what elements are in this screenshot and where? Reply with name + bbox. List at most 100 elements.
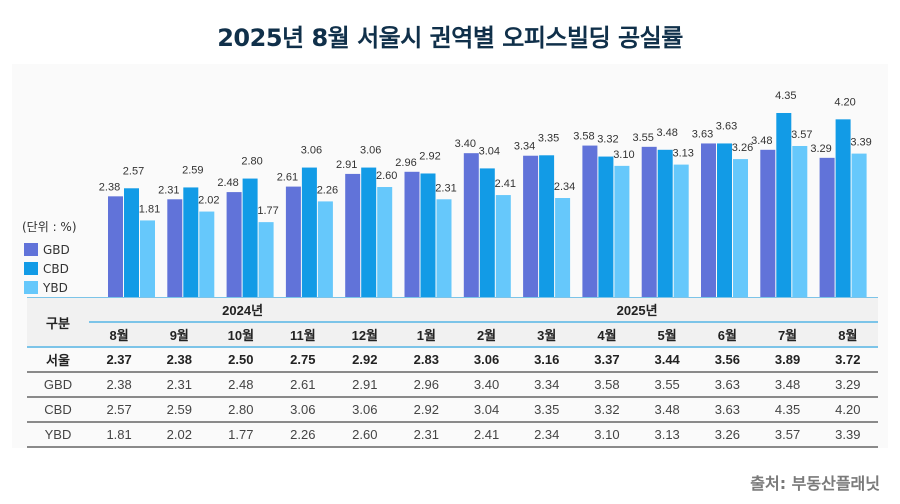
bar-gbd [285, 186, 301, 297]
data-label: 2.59 [182, 164, 203, 176]
bar-gbd [226, 192, 242, 297]
legend-swatch-ybd [24, 281, 38, 294]
data-label: 3.13 [672, 148, 693, 160]
table-cell: 2.61 [272, 372, 334, 398]
legend-item-ybd: YBD [24, 278, 70, 297]
month-header: 5월 [637, 322, 698, 348]
data-label: 2.02 [198, 195, 219, 207]
bar-cbd [835, 119, 851, 297]
data-label: 3.26 [732, 142, 753, 154]
table-cell: 3.32 [576, 397, 638, 423]
table-row: GBD 2.38 2.31 2.48 2.61 2.91 2.96 3.40 3.34 3.58 3… [27, 372, 878, 398]
unit-label: (단위 : %) [22, 220, 77, 234]
data-label: 2.96 [395, 157, 416, 169]
table-cell: 4.35 [757, 397, 818, 423]
table-cell: 2.50 [209, 347, 273, 373]
table-cell: 3.48 [757, 372, 818, 398]
data-label: 3.40 [455, 138, 476, 150]
table-cell: 2.02 [149, 422, 210, 448]
bar-cbd [242, 178, 258, 297]
table-cell: 3.40 [456, 372, 517, 398]
table-cell: 2.34 [516, 422, 577, 448]
table-cell: 3.89 [757, 347, 818, 373]
table-cell: 3.48 [637, 397, 698, 423]
table-cell: 2.91 [333, 372, 397, 398]
legend-item-gbd: GBD [24, 240, 70, 259]
bar-gbd [463, 153, 479, 297]
month-header: 6월 [697, 322, 758, 348]
bar-gbd [760, 149, 776, 297]
table-cell: 2.60 [333, 422, 397, 448]
bar-ybd [140, 220, 155, 297]
bar-gbd [819, 157, 835, 297]
data-label: 1.81 [139, 203, 160, 215]
bar-ybd [792, 145, 808, 297]
table-cell: 3.06 [333, 397, 397, 423]
data-label: 2.26 [317, 184, 338, 196]
table-cell: 3.26 [697, 422, 758, 448]
table-cell: 3.63 [697, 372, 758, 398]
table-cell: 2.41 [456, 422, 517, 448]
table-cell: 3.63 [697, 397, 758, 423]
table-cell: 2.31 [396, 422, 457, 448]
table-row: YBD 1.81 2.02 1.77 2.26 2.60 2.31 2.41 2.34 3.10 3… [27, 422, 878, 448]
table-row: 서울 2.37 2.38 2.50 2.75 2.92 2.83 3.06 3.16 3.37 3.… [27, 347, 878, 373]
data-label: 3.04 [479, 145, 500, 157]
bar-ybd [733, 159, 748, 297]
table-cell: 3.29 [817, 372, 878, 398]
data-label: 2.80 [241, 156, 262, 168]
data-label: 2.34 [554, 181, 575, 193]
month-header: 1월 [396, 322, 457, 348]
table-corner: 구분 [27, 298, 89, 348]
month-header: 10월 [209, 322, 273, 348]
data-label: 3.57 [791, 129, 812, 141]
data-label: 2.60 [376, 170, 397, 182]
bar-gbd [167, 199, 183, 297]
table-cell: 2.57 [89, 397, 150, 423]
bar-ybd [258, 222, 274, 297]
legend-label: GBD [43, 242, 70, 257]
table-cell: 2.75 [272, 347, 334, 373]
table-cell: 3.16 [516, 347, 577, 373]
data-label: 4.35 [775, 90, 796, 102]
table-cell: 2.26 [272, 422, 334, 448]
table-cell: 3.57 [757, 422, 818, 448]
table-cell: 2.96 [396, 372, 457, 398]
bar-cbd [301, 167, 317, 297]
data-label: 3.48 [656, 127, 677, 139]
table-cell: 1.81 [89, 422, 150, 448]
data-label: 3.63 [692, 128, 713, 140]
table-header-months: 8월 9월 10월 11월 12월 1월 2월 3월 4월 5월 6월 7월 8월 [27, 322, 878, 348]
table-header-years: 구분 2024년 2025년 [27, 298, 878, 348]
bar-ybd [495, 195, 511, 297]
month-header: 2월 [456, 322, 517, 348]
bar-cbd [598, 156, 614, 297]
month-header: 9월 [149, 322, 210, 348]
table-cell: 3.37 [576, 347, 638, 373]
data-label: 3.10 [613, 149, 634, 161]
bar-ybd [199, 211, 215, 297]
bar-ybd [436, 199, 452, 297]
bar-cbd [776, 112, 792, 298]
bar-ybd [614, 165, 630, 297]
row-label: GBD [27, 372, 89, 398]
data-label: 3.34 [514, 141, 535, 153]
data-label: 2.31 [158, 184, 179, 196]
table-cell: 2.92 [333, 347, 397, 373]
bar-cbd [717, 143, 732, 297]
data-label: 4.20 [834, 96, 855, 108]
month-header: 12월 [333, 322, 397, 348]
table-cell: 2.38 [89, 372, 150, 398]
month-header: 3월 [516, 322, 577, 348]
data-label: 2.57 [123, 165, 144, 177]
bar-cbd [539, 155, 555, 297]
bar-gbd [345, 173, 361, 297]
bar-gbd [641, 146, 657, 297]
row-label: YBD [27, 422, 89, 448]
data-label: 3.55 [632, 132, 653, 144]
source-note: 출처: 부동산플래닛 [750, 474, 880, 493]
row-label: CBD [27, 397, 89, 423]
table-cell: 3.13 [637, 422, 698, 448]
bar-cbd [479, 168, 495, 297]
table-cell: 2.80 [209, 397, 273, 423]
